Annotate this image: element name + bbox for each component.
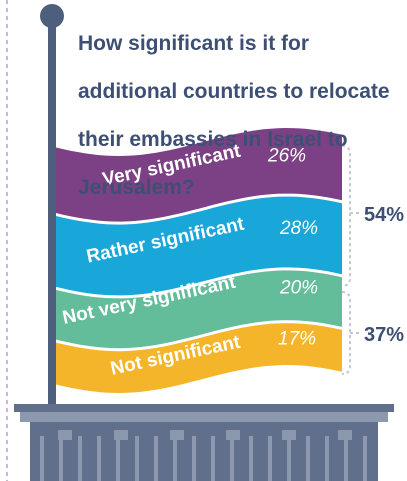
building-capital bbox=[282, 430, 296, 440]
pole-finial bbox=[40, 4, 64, 28]
building-column bbox=[268, 436, 272, 481]
question-line-4: Jerusalem? bbox=[78, 176, 195, 199]
building-capital bbox=[226, 430, 240, 440]
building-column bbox=[173, 436, 177, 481]
flag-band-not-very-significant bbox=[56, 270, 342, 349]
flag-band-not-significant bbox=[56, 323, 342, 393]
building-column bbox=[192, 436, 196, 481]
building-capital bbox=[338, 430, 352, 440]
building-columns bbox=[40, 430, 367, 481]
building-column bbox=[211, 436, 215, 481]
bracket-significant bbox=[341, 145, 351, 287]
flag-bands bbox=[56, 128, 342, 393]
question-line-2: additional countries to relocate bbox=[78, 80, 390, 103]
building-column bbox=[344, 436, 348, 481]
building-column bbox=[135, 436, 139, 481]
building-column bbox=[59, 436, 63, 481]
question-title: How significant is it for additional cou… bbox=[78, 8, 407, 200]
flag-band-rather-significant bbox=[56, 196, 342, 296]
building-roof-top bbox=[14, 404, 394, 412]
flag-pole bbox=[48, 20, 56, 420]
building-column bbox=[97, 436, 101, 481]
question-line-3: their embassies in Israel to bbox=[78, 128, 348, 151]
building-column bbox=[116, 436, 120, 481]
building-column bbox=[325, 436, 329, 481]
building-column bbox=[230, 436, 234, 481]
building-column bbox=[78, 436, 82, 481]
building-capital bbox=[114, 430, 128, 440]
building-column bbox=[249, 436, 253, 481]
group-total-significant: 54% bbox=[364, 204, 404, 226]
band-value-very-significant: 26% bbox=[267, 146, 306, 167]
question-line-1: How significant is it for bbox=[78, 32, 310, 55]
building-column bbox=[363, 436, 367, 481]
flag-band-very-significant bbox=[56, 128, 342, 222]
building-column bbox=[40, 436, 44, 481]
building-column bbox=[287, 436, 291, 481]
band-value-rather-significant: 28% bbox=[279, 218, 318, 239]
building-capital bbox=[170, 430, 184, 440]
building-facade bbox=[30, 422, 378, 481]
embassy-building bbox=[14, 404, 394, 481]
bracket-not-significant bbox=[341, 291, 351, 375]
band-value-not-significant: 17% bbox=[278, 328, 316, 349]
building-column bbox=[154, 436, 158, 481]
building-capital bbox=[58, 430, 72, 440]
band-value-not-very-significant: 20% bbox=[279, 277, 318, 298]
group-total-not-significant: 37% bbox=[364, 324, 404, 346]
building-roof-band bbox=[20, 412, 388, 422]
building-column bbox=[306, 436, 310, 481]
group-brackets bbox=[341, 145, 362, 375]
